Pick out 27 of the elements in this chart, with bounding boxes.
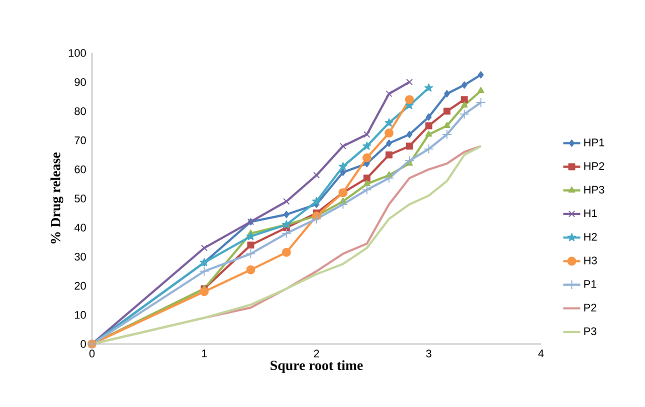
- y-tick-label: 90: [74, 78, 86, 86]
- legend-label: HP3: [584, 186, 604, 194]
- y-axis-title: % Drug release: [50, 152, 64, 244]
- y-tick-label: 40: [74, 224, 86, 232]
- legend-label: HP2: [584, 162, 604, 170]
- legend-label: HP1: [584, 138, 604, 146]
- x-tick-label: 0: [89, 350, 95, 358]
- y-tick-label: 100: [68, 49, 86, 57]
- legend-label: P3: [584, 327, 596, 336]
- x-axis-title: Squre root time: [270, 360, 363, 373]
- x-tick-label: 2: [314, 350, 320, 358]
- legend-label: P2: [584, 304, 596, 312]
- y-tick-label: 0: [80, 340, 86, 348]
- legend-label: H3: [584, 256, 597, 264]
- x-tick-label: 3: [426, 350, 432, 358]
- legend-label: H1: [584, 209, 597, 217]
- legend-label: H2: [584, 232, 597, 241]
- y-tick-label: 30: [74, 252, 86, 261]
- y-tick-label: 80: [74, 107, 86, 116]
- legend-label: P1: [584, 280, 596, 288]
- y-tick-label: 10: [74, 311, 86, 319]
- x-tick-label: 1: [202, 350, 207, 358]
- y-tick-label: 70: [74, 136, 86, 144]
- y-tick-label: 20: [74, 282, 86, 290]
- y-tick-label: 50: [74, 194, 86, 202]
- x-tick-label: 4: [538, 350, 544, 358]
- y-tick-label: 60: [74, 166, 86, 174]
